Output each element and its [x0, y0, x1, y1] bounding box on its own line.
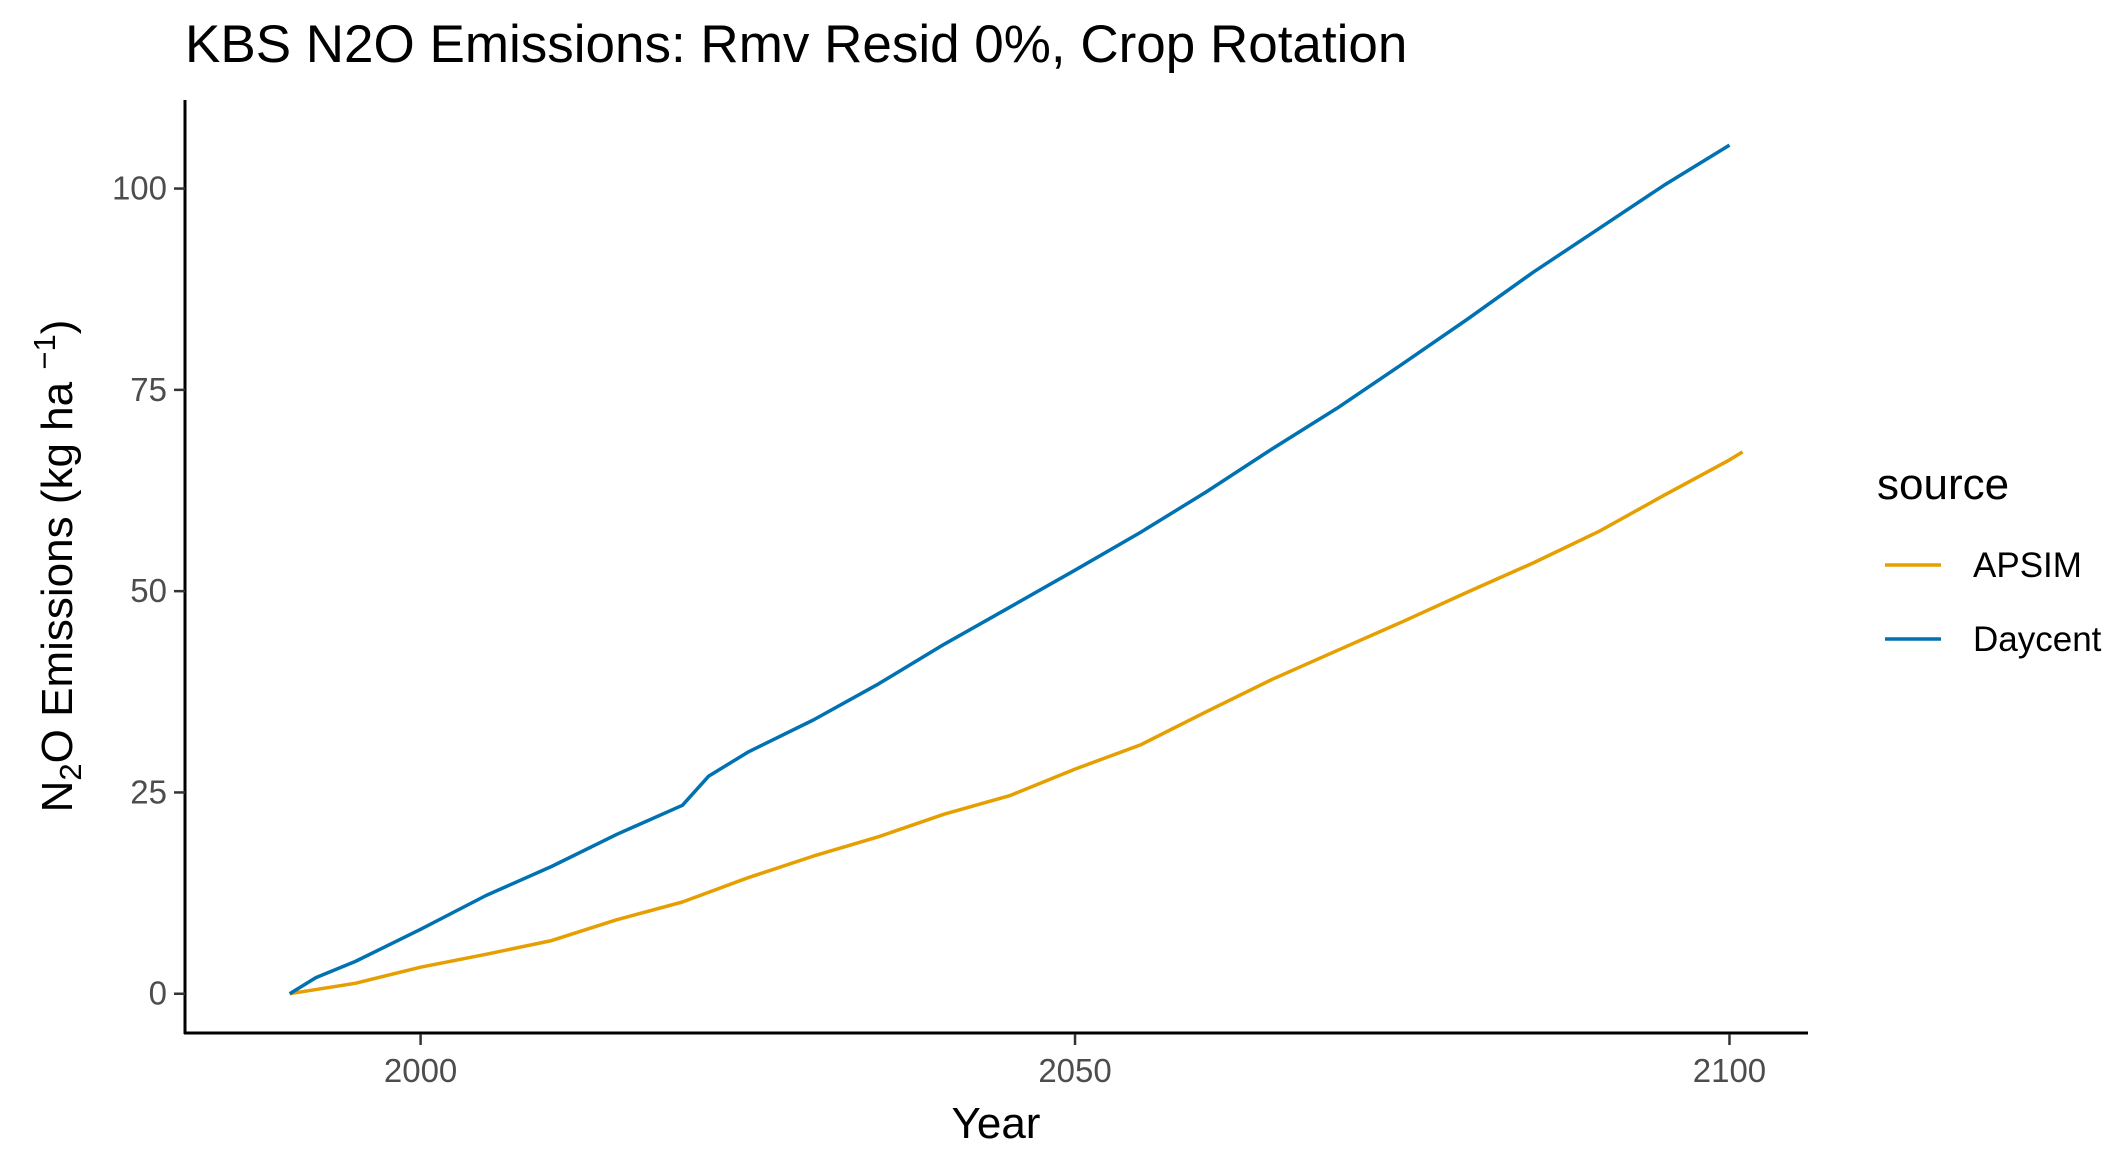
y-axis-title-subscript: 2	[53, 763, 88, 780]
legend-label-daycent: Daycent	[1973, 620, 2102, 659]
y-tick-label: 25	[130, 773, 167, 810]
legend: source APSIM Daycent	[1877, 460, 2102, 659]
y-axis-ticks: 0 25 50 75 100	[112, 170, 185, 1012]
x-tick-label: 2050	[1038, 1052, 1111, 1089]
legend-title: source	[1877, 460, 2009, 509]
legend-label-apsim: APSIM	[1973, 546, 2082, 585]
series-line-apsim	[289, 450, 1744, 996]
x-axis-ticks: 2000 2050 2100	[384, 1034, 1766, 1089]
legend-items: APSIM Daycent	[1885, 546, 2102, 659]
chart-title: KBS N2O Emissions: Rmv Resid 0%, Crop Ro…	[185, 15, 1407, 74]
series-line-daycent	[288, 143, 1731, 996]
y-tick-label: 50	[130, 572, 167, 609]
y-axis-title-suffix: )	[33, 320, 82, 335]
y-axis-title-prefix: N	[33, 781, 82, 813]
y-axis-title-middle: O Emissions (kg ha	[33, 370, 82, 764]
y-tick-label: 0	[149, 975, 167, 1012]
plot-lines	[288, 143, 1744, 996]
y-tick-label: 75	[130, 371, 167, 408]
x-tick-label: 2000	[384, 1052, 457, 1089]
y-axis-title: N2O Emissions (kg ha −1)	[27, 320, 88, 813]
x-axis-title: Year	[952, 1099, 1041, 1148]
y-axis-title-superscript: −1	[27, 334, 62, 369]
x-tick-label: 2100	[1693, 1052, 1766, 1089]
y-tick-label: 100	[112, 170, 167, 207]
